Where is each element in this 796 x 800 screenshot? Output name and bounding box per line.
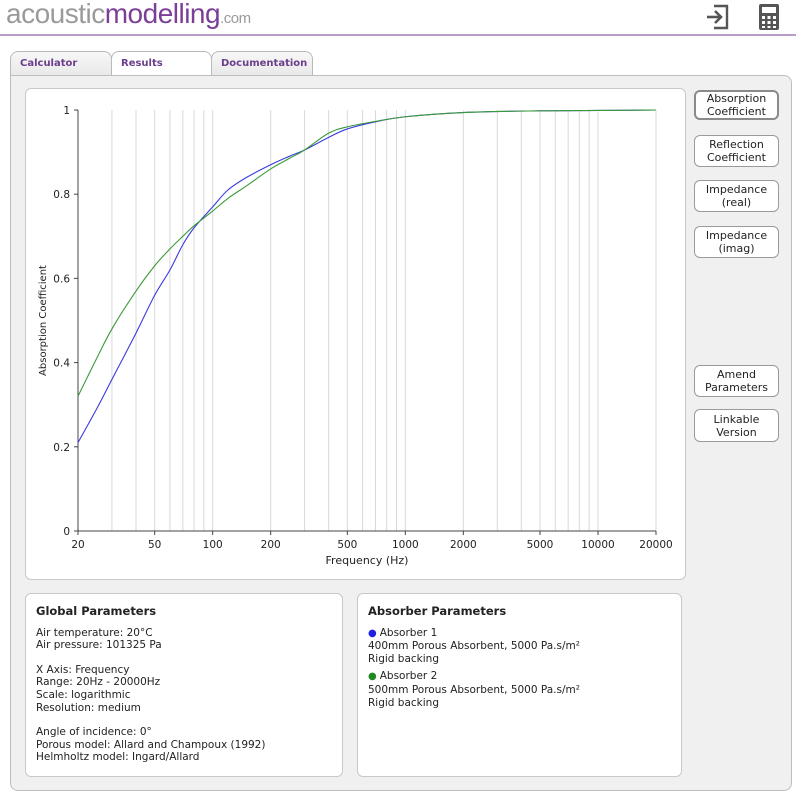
helmholtz-model: Helmholtz model: Ingard/Allard — [36, 751, 200, 764]
amend-parameters-button[interactable]: Amend Parameters — [694, 365, 779, 397]
x-tick-label: 20 — [71, 539, 84, 551]
absorber-1-backing: Rigid backing — [368, 652, 439, 665]
results-panel: 0 0.2 0.4 0.6 0.8 1 20 50 100 200 500 1000 2000 5000 1… — [10, 75, 792, 791]
absorber-2-color-dot: ● — [368, 671, 377, 683]
absorber-2-name: Absorber 2 — [379, 670, 438, 683]
absorption-coefficient-button[interactable]: Absorption Coefficient — [694, 90, 779, 120]
chart-container: 0 0.2 0.4 0.6 0.8 1 20 50 100 200 500 1000 2000 5000 1… — [25, 88, 686, 580]
reflection-button-line-1: Reflection — [709, 138, 764, 151]
angle-of-incidence: Angle of incidence: 0° — [36, 726, 152, 739]
impedance-imag-line-1: Impedance — [705, 229, 768, 242]
y-tick-label: 0.2 — [53, 442, 70, 454]
x-axis-setting: X Axis: Frequency — [36, 663, 130, 676]
x-tick-label: 500 — [337, 539, 357, 551]
absorber-1-color-dot: ● — [368, 627, 377, 639]
logo-part-2: modelling — [104, 0, 221, 29]
x-tick-label: 20000 — [639, 539, 672, 551]
header: acousticmodelling.com — [0, 0, 796, 36]
absorber-2-description: 500mm Porous Absorbent, 5000 Pa.s/m² — [368, 683, 580, 696]
absorber-parameters-title: Absorber Parameters — [368, 604, 507, 618]
absorption-button-line-1: Absorption — [706, 92, 767, 105]
absorber-parameters-box: Absorber Parameters ● Absorber 1 400mm Po… — [357, 593, 682, 777]
tab-calculator[interactable]: Calculator — [10, 51, 112, 75]
absorber-2-backing: Rigid backing — [368, 696, 439, 709]
series-line-1 — [77, 109, 657, 443]
x-tick-label: 200 — [261, 539, 281, 551]
logo-part-1: acoustic — [6, 0, 105, 29]
x-axis-label: Frequency (Hz) — [326, 554, 409, 567]
porous-model: Porous model: Allard and Champoux (1992) — [36, 738, 266, 751]
air-pressure: Air pressure: 101325 Pa — [36, 639, 162, 652]
x-tick-label: 100 — [203, 539, 223, 551]
linkable-line-2: Version — [716, 425, 757, 439]
x-tick-label: 10000 — [581, 539, 614, 551]
absorption-chart: 0 0.2 0.4 0.6 0.8 1 20 50 100 200 500 1000 2000 5000 1… — [38, 105, 673, 567]
x-tick-label: 50 — [148, 539, 161, 551]
x-tick-label: 2000 — [450, 539, 477, 551]
site-logo[interactable]: acousticmodelling.com — [6, 0, 251, 30]
range-setting: Range: 20Hz - 20000Hz — [36, 676, 161, 689]
impedance-real-line-2: (real) — [721, 196, 752, 209]
impedance-imag-button[interactable]: Impedance (imag) — [694, 226, 779, 258]
global-parameters-box: Global Parameters Air temperature: 20°C … — [25, 593, 343, 777]
resolution-setting: Resolution: medium — [36, 701, 141, 714]
absorber-1-description: 400mm Porous Absorbent, 5000 Pa.s/m² — [368, 640, 580, 653]
air-temperature: Air temperature: 20°C — [36, 626, 153, 639]
logo-part-3: .com — [220, 10, 251, 27]
y-tick-label: 0 — [63, 526, 70, 538]
scale-setting: Scale: logarithmic — [36, 688, 131, 701]
amend-line-2: Parameters — [705, 381, 768, 394]
series-line-2 — [77, 109, 657, 397]
amend-line-1: Amend — [717, 368, 756, 381]
linkable-line-1: Linkable — [713, 412, 760, 426]
global-parameters-title: Global Parameters — [36, 604, 157, 618]
absorption-button-line-2: Coefficient — [707, 105, 766, 118]
exit-icon[interactable] — [705, 3, 731, 31]
y-tick-label: 0.4 — [53, 358, 70, 370]
tab-results[interactable]: Results — [111, 51, 212, 76]
y-tick-label: 0.8 — [53, 189, 70, 201]
impedance-real-button[interactable]: Impedance (real) — [694, 180, 779, 212]
calculator-icon[interactable] — [756, 3, 782, 31]
header-divider — [0, 34, 796, 36]
reflection-coefficient-button[interactable]: Reflection Coefficient — [694, 135, 779, 167]
x-tick-label: 5000 — [527, 539, 554, 551]
x-tick-label: 1000 — [392, 539, 419, 551]
tab-documentation[interactable]: Documentation — [211, 51, 313, 75]
absorber-1-name: Absorber 1 — [379, 626, 438, 639]
y-axis-label: Absorption Coefficient — [38, 265, 49, 376]
reflection-button-line-2: Coefficient — [707, 151, 766, 164]
impedance-real-line-1: Impedance — [705, 183, 768, 196]
impedance-imag-line-2: (imag) — [718, 242, 755, 255]
y-tick-label: 0.6 — [53, 273, 70, 285]
linkable-version-button[interactable]: Linkable Version — [694, 409, 779, 442]
y-tick-label: 1 — [63, 105, 70, 117]
